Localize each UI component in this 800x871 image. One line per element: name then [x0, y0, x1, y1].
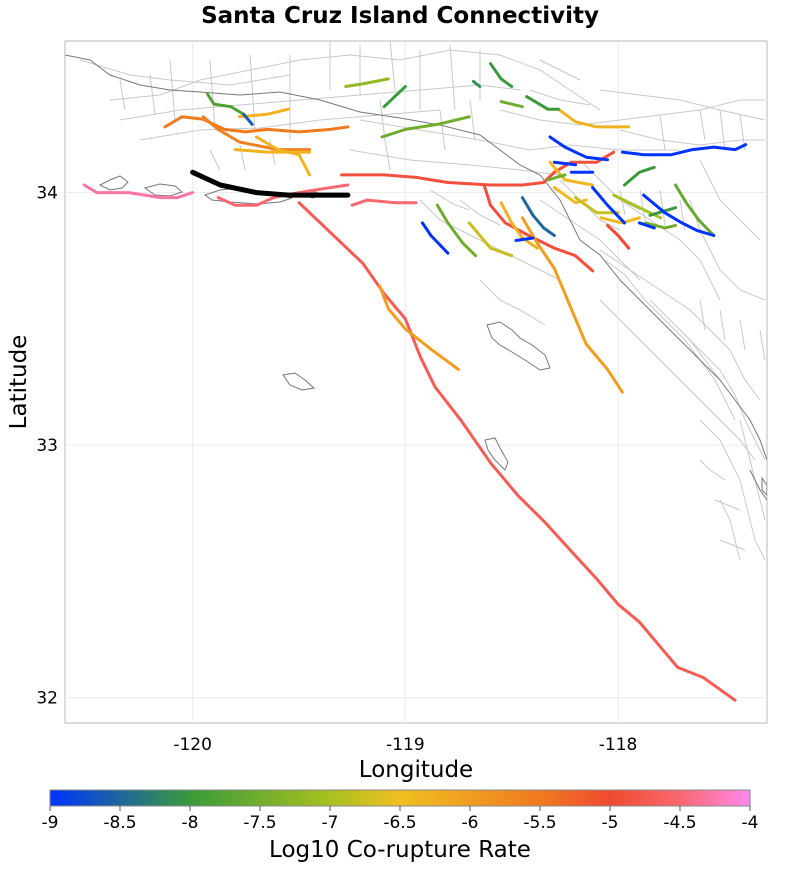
rupture-segment — [471, 79, 482, 88]
rupture-segment — [644, 221, 677, 230]
santa-cruz-island-fault — [190, 169, 351, 198]
rupture-segment — [557, 107, 631, 129]
coastline — [65, 54, 767, 501]
colorbar-tick-label: -8.5 — [103, 813, 136, 833]
colorbar-tick-label: -6.5 — [383, 813, 416, 833]
plot-area — [64, 40, 768, 724]
rupture-segment — [525, 95, 560, 111]
colorbar-tick-label: -4.5 — [663, 813, 696, 833]
rupture-segment — [482, 183, 595, 273]
rupture-segment — [499, 100, 524, 109]
colorbar-tick-label: -5.5 — [523, 813, 556, 833]
rupture-segment — [237, 107, 290, 119]
colorbar: -9 -8.5 -8 -7.5 -7 -6.5 -6 -5.5 -5 -4.5 -4 Log10 C… — [42, 789, 759, 863]
rupture-segment — [420, 221, 450, 255]
colorbar-tick-label: -7 — [322, 813, 339, 833]
colorbar-tick-label: -4 — [742, 813, 759, 833]
colorbar-tick-label: -8 — [182, 813, 199, 833]
rupture-segments — [82, 62, 748, 702]
x-tick-label: -118 — [599, 735, 638, 755]
rupture-segment — [435, 203, 478, 258]
grid — [65, 41, 767, 723]
rupture-segment — [380, 115, 471, 139]
rupture-segment — [206, 92, 246, 116]
rupture-segment — [637, 221, 656, 230]
rupture-segment — [520, 196, 556, 237]
colorbar-tick-label: -9 — [42, 813, 59, 833]
y-axis-label: Latitude — [6, 335, 32, 430]
colorbar-label: Log10 Co-rupture Rate — [269, 837, 531, 863]
rupture-segment — [242, 112, 254, 126]
rupture-segment — [623, 165, 656, 187]
y-tick-label: 32 — [36, 689, 58, 709]
source-fault — [190, 169, 351, 198]
x-axis-label: Longitude — [359, 757, 473, 783]
rupture-segment — [548, 135, 609, 162]
rupture-segment — [340, 150, 616, 187]
y-tick-label: 34 — [36, 184, 58, 204]
x-axis-ticks: -120 -119 -118 — [173, 735, 637, 755]
rupture-segment — [163, 115, 350, 134]
rupture-segment — [591, 186, 626, 225]
rupture-segment — [599, 216, 641, 225]
colorbar-tick-label: -7.5 — [243, 813, 276, 833]
rupture-segment — [297, 201, 737, 702]
x-tick-label: -120 — [173, 735, 212, 755]
rupture-segment — [350, 198, 418, 207]
rupture-segment — [520, 216, 624, 394]
rupture-segment — [233, 148, 312, 154]
rupture-segment — [201, 115, 312, 152]
colorbar-ticks: -9 -8.5 -8 -7.5 -7 -6.5 -6 -5.5 -5 -4.5 -4 — [42, 806, 759, 833]
rupture-segment — [552, 160, 577, 167]
rupture-segment — [499, 201, 539, 250]
rupture-segment — [674, 183, 716, 237]
rupture-segment — [82, 183, 195, 200]
colorbar-tick-label: -5 — [602, 813, 619, 833]
rupture-segment — [378, 284, 460, 371]
y-axis-ticks: 32 33 34 — [36, 184, 58, 709]
rupture-segment — [216, 183, 350, 207]
rupture-segment — [489, 62, 514, 88]
chart-title: Santa Cruz Island Connectivity — [201, 3, 599, 29]
rupture-segment — [344, 77, 390, 88]
rupture-segment — [467, 221, 514, 258]
rupture-segment — [548, 160, 595, 187]
y-tick-label: 33 — [36, 436, 58, 456]
rupture-segment — [514, 236, 535, 242]
rupture-segment — [620, 143, 748, 157]
rupture-segment — [574, 196, 620, 215]
rupture-segment — [606, 223, 631, 250]
colorbar-tick-label: -6 — [462, 813, 479, 833]
rupture-segment — [546, 173, 567, 182]
rupture-segment — [382, 85, 407, 109]
x-tick-label: -119 — [386, 735, 425, 755]
colorbar-gradient — [49, 789, 751, 807]
rupture-segment — [642, 193, 716, 237]
